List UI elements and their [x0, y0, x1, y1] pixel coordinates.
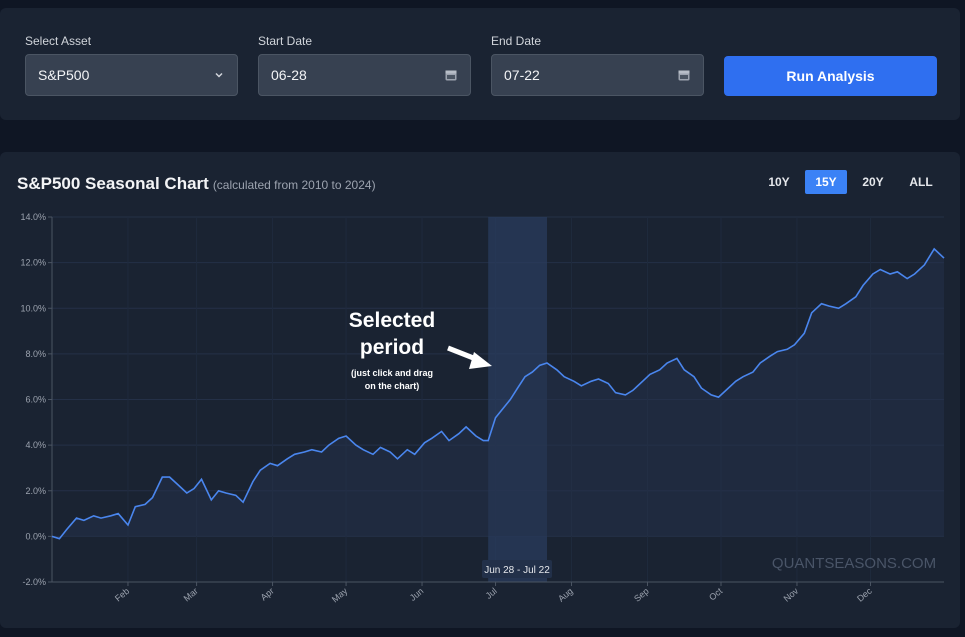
x-tick-label: Aug — [556, 586, 575, 604]
x-axis-ticks: Feb Mar Apr May Jun Jul Aug Sep Oct Nov Dec — [113, 582, 874, 604]
x-tick-label: Dec — [855, 586, 874, 604]
start-date-input[interactable]: 06-28 — [258, 54, 471, 96]
x-tick-label: Apr — [259, 586, 276, 603]
end-date-label: End Date — [491, 34, 542, 48]
calendar-icon[interactable] — [444, 68, 458, 82]
y-tick-label: 14.0% — [20, 212, 46, 222]
x-tick-label: Feb — [113, 586, 131, 604]
x-tick-label: Oct — [707, 586, 725, 603]
annotation: Selected period (just click and drag on … — [349, 309, 492, 391]
y-tick-label: 10.0% — [20, 303, 46, 313]
y-tick-label: 6.0% — [25, 395, 46, 405]
annotation-title-line1: Selected — [349, 309, 435, 332]
x-tick-label: Mar — [182, 586, 200, 604]
chart-title: S&P500 Seasonal Chart (calculated from 20… — [17, 174, 376, 194]
start-date-value: 06-28 — [271, 67, 307, 83]
y-tick-label: 2.0% — [25, 486, 46, 496]
x-tick-label: Jun — [408, 586, 426, 603]
range-button-15y[interactable]: 15Y — [805, 170, 847, 194]
y-tick-label: -2.0% — [22, 577, 46, 587]
selection-label-box — [482, 560, 552, 578]
y-tick-label: 4.0% — [25, 440, 46, 450]
annotation-note-line2: on the chart) — [365, 381, 420, 391]
run-analysis-button[interactable]: Run Analysis — [724, 56, 937, 96]
asset-label: Select Asset — [25, 34, 92, 48]
annotation-note-line1: (just click and drag — [351, 368, 433, 378]
x-tick-label: Nov — [782, 586, 801, 604]
y-tick-label: 12.0% — [20, 258, 46, 268]
end-date-value: 07-22 — [504, 67, 540, 83]
calendar-icon[interactable] — [677, 68, 691, 82]
range-button-10y[interactable]: 10Y — [768, 175, 790, 189]
series-area — [52, 248, 944, 539]
range-button-all[interactable]: ALL — [909, 175, 933, 189]
x-tick-label: Jul — [484, 586, 499, 601]
annotation-title-line2: period — [360, 336, 424, 359]
asset-select[interactable]: S&P500 — [25, 54, 238, 96]
selection-label: Jun 28 - Jul 22 — [484, 565, 550, 576]
x-tick-label: May — [330, 586, 350, 605]
watermark: QUANTSEASONS.COM — [772, 555, 936, 572]
chevron-down-icon — [213, 69, 225, 81]
chart-title-text: S&P500 Seasonal Chart — [17, 174, 209, 193]
range-button-20y[interactable]: 20Y — [862, 175, 884, 189]
y-tick-label: 0.0% — [25, 531, 46, 541]
arrow-icon — [447, 345, 492, 369]
controls-panel: Select Asset S&P500 Start Date 06-28 End… — [0, 8, 960, 120]
start-date-label: Start Date — [258, 34, 313, 48]
chart-subtitle: (calculated from 2010 to 2024) — [212, 178, 376, 192]
x-tick-label: Sep — [632, 586, 651, 604]
end-date-input[interactable]: 07-22 — [491, 54, 704, 96]
y-axis-ticks: -2.0% 0.0% 2.0% 4.0% 6.0% 8.0% 10.0% 12.0% 14.0% — [20, 212, 52, 587]
asset-select-value: S&P500 — [38, 67, 90, 83]
series-line — [51, 247, 945, 540]
y-tick-label: 8.0% — [25, 349, 46, 359]
